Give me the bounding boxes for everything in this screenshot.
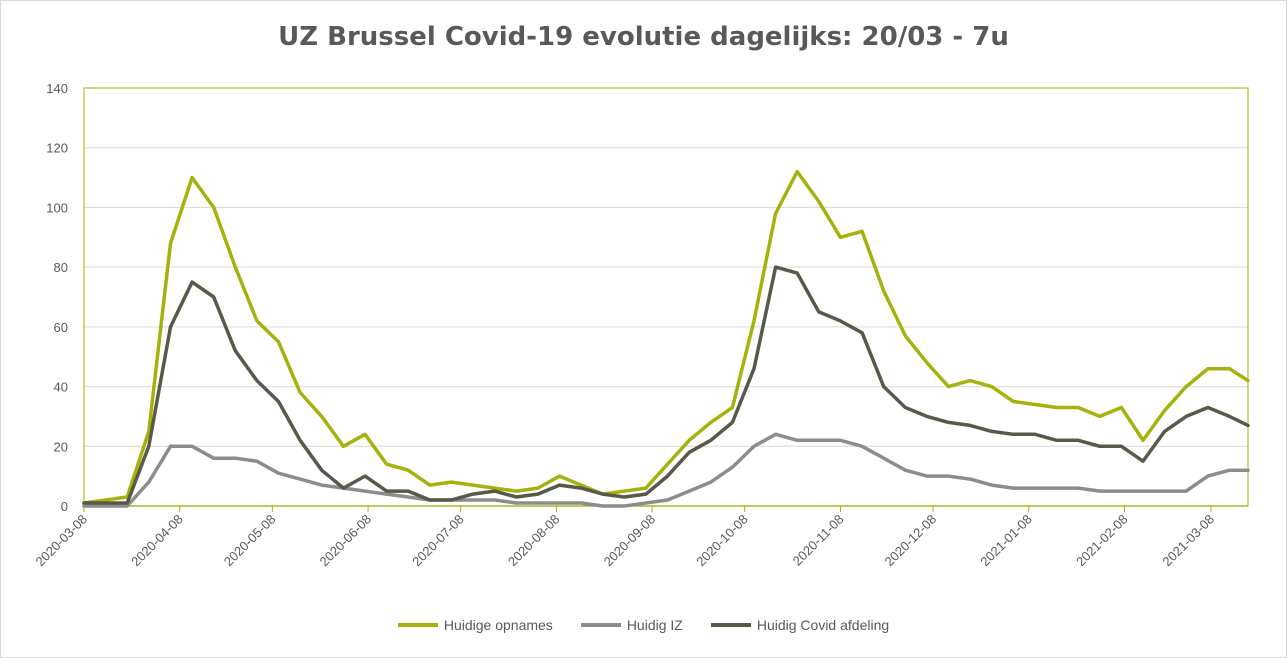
series-line-0 — [82, 169, 1250, 505]
x-tick-label-2021-02-08: 2021-02-08 — [1073, 512, 1131, 570]
y-tick-label-60: 60 — [54, 320, 68, 335]
y-tick-label-40: 40 — [54, 380, 68, 395]
legend-item-afdeling: Huidig Covid afdeling — [710, 617, 890, 633]
legend-swatch-opnames — [397, 623, 438, 627]
legend-item-opnames: Huidige opnames — [397, 617, 553, 633]
y-tick-label-100: 100 — [46, 200, 68, 215]
y-tick-label-140: 140 — [46, 81, 68, 96]
x-tick-label-2020-09-08: 2020-09-08 — [601, 512, 659, 570]
x-tick-label-2021-03-08: 2021-03-08 — [1159, 512, 1217, 570]
x-tick-label-2020-08-08: 2020-08-08 — [505, 512, 563, 570]
series-line-2 — [82, 265, 1250, 505]
x-tick-label-2020-12-08: 2020-12-08 — [882, 512, 940, 570]
legend-label-iz: Huidig IZ — [626, 617, 683, 633]
legend: Huidige opnames Huidig IZ Huidig Covid a… — [0, 617, 1287, 633]
x-tick-label-2020-03-08: 2020-03-08 — [32, 512, 90, 570]
x-tick-label-2020-04-08: 2020-04-08 — [128, 512, 186, 570]
y-tick-label-20: 20 — [54, 439, 68, 454]
legend-swatch-afdeling — [710, 623, 751, 627]
x-tick-label-2020-06-08: 2020-06-08 — [317, 512, 375, 570]
legend-item-iz: Huidig IZ — [580, 617, 683, 633]
y-tick-label-80: 80 — [54, 260, 68, 275]
y-tick-label-120: 120 — [46, 141, 68, 156]
x-tick-label-2020-05-08: 2020-05-08 — [221, 512, 279, 570]
series-line-1 — [82, 432, 1250, 508]
y-tick-label-0: 0 — [61, 499, 68, 514]
legend-label-afdeling: Huidig Covid afdeling — [756, 617, 890, 633]
plot-border — [83, 87, 1249, 507]
x-tick-label-2020-07-08: 2020-07-08 — [409, 512, 467, 570]
x-tick-label-2021-01-08: 2021-01-08 — [977, 512, 1035, 570]
chart-title: UZ Brussel Covid-19 evolutie dagelijks: … — [278, 22, 1009, 52]
x-tick-label-2020-10-08: 2020-10-08 — [693, 512, 751, 570]
legend-swatch-iz — [580, 623, 621, 627]
legend-label-opnames: Huidige opnames — [443, 617, 553, 633]
x-tick-label-2020-11-08: 2020-11-08 — [790, 512, 847, 569]
